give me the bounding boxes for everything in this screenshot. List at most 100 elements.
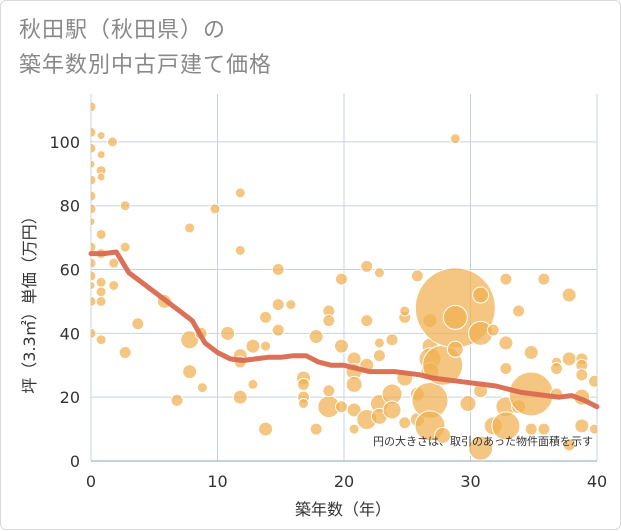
bubble-point	[333, 338, 349, 354]
bubble-point	[512, 304, 526, 318]
bubble-point	[119, 241, 131, 253]
y-tick-label: 60	[60, 261, 80, 280]
bubble-point	[91, 174, 97, 186]
tick-layer: 0 10 20 30 40 0 20 40 60 80 100	[49, 133, 607, 491]
y-tick-label: 40	[60, 324, 80, 343]
bubble-point	[587, 374, 597, 388]
bubble-point	[91, 142, 97, 154]
bubble-point	[446, 340, 464, 358]
bubble-point	[309, 422, 323, 436]
bubble-point	[91, 203, 97, 215]
bubble-point	[537, 422, 551, 436]
bubble-point	[107, 136, 119, 148]
bubble-point	[234, 244, 246, 256]
bubble-point	[491, 411, 521, 441]
bubble-point	[373, 337, 385, 349]
bubble-point	[410, 269, 424, 283]
bubble-point	[498, 335, 514, 351]
bubble-point	[271, 323, 285, 337]
bubble-point	[96, 150, 106, 160]
bubble-point	[562, 438, 576, 452]
bubble-point	[285, 299, 297, 311]
bubble-point	[382, 400, 402, 420]
y-tick-label: 20	[60, 388, 80, 407]
bubble-point	[180, 330, 200, 350]
bubble-point	[182, 364, 198, 380]
bubble-point	[258, 421, 274, 437]
bubble-point	[308, 329, 324, 345]
bubble-point	[259, 310, 273, 324]
bubble-point	[575, 368, 589, 382]
bubble-point	[91, 270, 97, 282]
x-tick-label: 40	[587, 472, 607, 491]
bubble-point	[184, 222, 196, 234]
bubble-point	[260, 340, 272, 352]
bubble-point	[345, 375, 363, 393]
bubble-point	[232, 389, 248, 405]
bubble-point	[360, 259, 374, 273]
bubble-point	[298, 398, 310, 410]
bubble-point	[385, 333, 399, 347]
bubble-point	[91, 217, 96, 227]
bubble-point	[346, 402, 362, 418]
bubble-point	[271, 298, 285, 312]
bubble-point	[348, 423, 360, 435]
bubble-point	[449, 133, 461, 145]
bubble-point	[499, 361, 513, 375]
bubble-point	[118, 345, 132, 359]
bubble-point	[119, 200, 131, 212]
bubble-point	[209, 203, 221, 215]
bubble-point	[486, 323, 500, 337]
bubble-point	[588, 423, 597, 435]
bubble-point	[472, 286, 490, 304]
bubble-point	[434, 426, 452, 444]
bubble-point	[550, 361, 564, 375]
x-tick-label: 20	[334, 472, 354, 491]
bubble-point	[91, 280, 96, 290]
bubble-point	[108, 257, 120, 269]
bubble-point	[170, 393, 184, 407]
bubble-point	[96, 172, 106, 182]
bubble-point	[574, 418, 590, 434]
bubble-size-note: 円の大きさは、取引のあった物件面積を示す	[373, 434, 593, 448]
title-line-1: 秋田駅（秋田県）の	[19, 18, 227, 43]
chart-title: 秋田駅（秋田県）の 築年数別中古戸建て価格	[19, 13, 272, 83]
bubble-point	[334, 400, 348, 414]
bubble-point	[271, 263, 285, 277]
bubble-point	[499, 272, 513, 286]
bubble-point	[196, 382, 208, 394]
bubble-point	[334, 272, 348, 286]
bubble-point	[245, 338, 261, 354]
bubble-layer	[91, 101, 597, 461]
bubble-point	[131, 317, 145, 331]
x-axis-label: 築年数（年）	[295, 500, 391, 519]
bubble-point	[91, 101, 97, 113]
x-tick-label: 30	[460, 472, 480, 491]
bubble-point	[561, 351, 577, 367]
x-tick-label: 0	[86, 472, 96, 491]
bubble-point	[95, 276, 107, 288]
x-tick-label: 10	[207, 472, 227, 491]
bubble-point	[398, 416, 412, 430]
average-trend-line	[88, 249, 600, 410]
bubble-point	[108, 279, 120, 291]
bubble-point	[91, 295, 97, 307]
trend-layer	[88, 249, 600, 410]
bubble-point	[372, 349, 386, 363]
bubble-point	[322, 314, 336, 328]
bubble-point	[91, 241, 97, 253]
bubble-point	[91, 257, 97, 269]
y-tick-label: 80	[60, 197, 80, 216]
bubble-point	[91, 126, 97, 138]
bubble-point	[91, 159, 96, 169]
bubble-point	[95, 334, 107, 346]
bubble-point	[95, 228, 107, 240]
bubble-point	[561, 287, 577, 303]
bubble-point	[537, 272, 551, 286]
bubble-point	[95, 286, 107, 298]
bubble-point	[523, 344, 539, 360]
bubble-point	[234, 187, 246, 199]
bubble-point	[91, 190, 97, 202]
bubble-point	[95, 295, 107, 307]
